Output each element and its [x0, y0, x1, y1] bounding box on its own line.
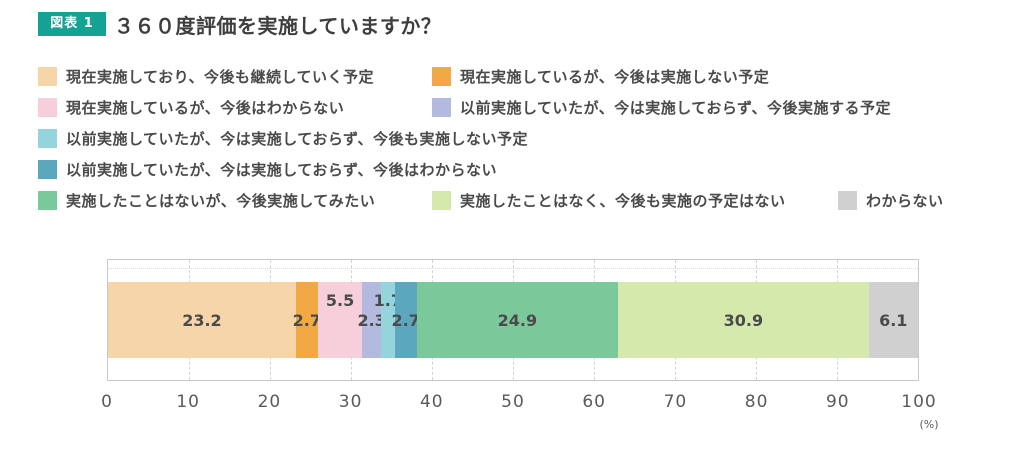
bar-segment: 5.5 [317, 282, 363, 358]
legend-label: 実施したことはないが、今後実施してみたい [66, 191, 376, 210]
x-axis-tick: 90 [825, 392, 850, 412]
bar-segment: 30.9 [618, 282, 869, 358]
bar-segment-value: 6.1 [879, 310, 908, 330]
bar-segment: 6.1 [868, 282, 918, 358]
legend-swatch [432, 190, 451, 210]
chart-plot-area: 23.2 2.7 5.5 2.3 1.7 2.7 24.9 30.9 6.1 [107, 259, 919, 381]
legend-label: 以前実施していたが、今は実施しておらず、今後はわからない [66, 160, 498, 179]
legend-swatch [838, 190, 857, 210]
bar-segment-value: 23.2 [182, 310, 222, 330]
x-axis-tick: 20 [257, 392, 282, 412]
x-axis-tick: 60 [582, 392, 607, 412]
legend-item: 現在実施しているが、今後は実施しない予定 [432, 66, 769, 87]
x-axis-tick: 30 [338, 392, 363, 412]
legend-swatch [38, 159, 57, 179]
bar-segment-value: 2.7 [292, 310, 322, 330]
legend-label: 現在実施しているが、今後はわからない [66, 98, 345, 117]
legend-item: 実施したことはなく、今後も実施の予定はない [432, 190, 838, 211]
legend-item: 現在実施しているが、今後はわからない [38, 97, 432, 118]
bar-segment-value: 2.7 [391, 310, 420, 330]
legend-label: 現在実施しているが、今後は実施しない予定 [460, 67, 770, 86]
legend-swatch [432, 66, 451, 86]
legend-row: 実施したことはないが、今後実施してみたい 実施したことはなく、今後も実施の予定は… [38, 190, 944, 210]
horizontal-gridline [108, 268, 918, 269]
legend-row: 以前実施していたが、今は実施しておらず、今後も実施しない予定 [38, 128, 944, 148]
x-axis-tick: 10 [176, 392, 201, 412]
legend-label: わからない [866, 191, 944, 210]
bar-segment: 2.3 [357, 282, 386, 358]
legend-item: 以前実施していたが、今は実施しておらず、今後はわからない [38, 159, 497, 180]
figure-badge: 図表 1 [38, 12, 106, 36]
legend-label: 実施したことはなく、今後も実施の予定はない [460, 191, 786, 210]
x-axis-tick: 80 [744, 392, 769, 412]
x-axis-tick: 40 [419, 392, 444, 412]
bar-segment: 23.2 [108, 282, 296, 358]
legend-item: 現在実施しており、今後も継続していく予定 [38, 66, 432, 87]
x-axis-tick: 50 [501, 392, 525, 412]
x-axis-unit-label: (%) [919, 418, 939, 431]
legend-row: 以前実施していたが、今は実施しておらず、今後はわからない [38, 159, 944, 179]
stacked-bar: 23.2 2.7 5.5 2.3 1.7 2.7 24.9 30.9 6.1 [108, 282, 918, 358]
legend-swatch [38, 128, 57, 148]
legend-item: わからない [838, 190, 944, 211]
bar-segment: 24.9 [416, 282, 619, 358]
legend-item: 以前実施していたが、今は実施しておらず、今後も実施しない予定 [38, 128, 528, 149]
legend-item: 以前実施していたが、今は実施しておらず、今後実施する予定 [432, 97, 891, 118]
legend-row: 現在実施しているが、今後はわからない 以前実施していたが、今は実施しておらず、今… [38, 97, 944, 117]
bar-segment-value: 2.3 [357, 310, 386, 330]
legend-swatch [38, 66, 57, 86]
legend-label: 以前実施していたが、今は実施しておらず、今後実施する予定 [460, 98, 892, 117]
legend-label: 現在実施しており、今後も継続していく予定 [66, 67, 375, 86]
x-axis: 0 10 20 30 40 50 60 70 80 90 100 (%) [101, 392, 938, 437]
bar-segment-value: 5.5 [325, 290, 355, 310]
legend-swatch [38, 97, 57, 117]
figure-title: ３６０度評価を実施していますか？ [114, 14, 442, 38]
bar-segment: 2.7 [292, 282, 322, 358]
bar-segment: 2.7 [391, 282, 420, 358]
x-axis-tick: 100 [901, 392, 937, 412]
x-axis-tick: 70 [663, 392, 688, 412]
bar-segment-value: 30.9 [723, 310, 764, 330]
legend-swatch [432, 97, 451, 117]
bar-segment-value: 24.9 [497, 310, 538, 330]
legend-item: 実施したことはないが、今後実施してみたい [38, 190, 432, 211]
legend: 現在実施しており、今後も継続していく予定 現在実施しているが、今後は実施しない予… [38, 66, 944, 221]
legend-label: 以前実施していたが、今は実施しておらず、今後も実施しない予定 [66, 129, 529, 148]
legend-row: 現在実施しており、今後も継続していく予定 現在実施しているが、今後は実施しない予… [38, 66, 944, 86]
legend-swatch [38, 190, 57, 210]
x-axis-tick: 0 [101, 392, 113, 412]
